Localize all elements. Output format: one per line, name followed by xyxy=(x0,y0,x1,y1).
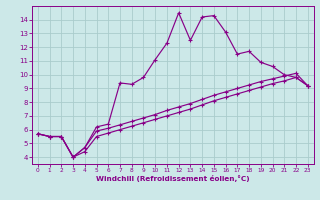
X-axis label: Windchill (Refroidissement éolien,°C): Windchill (Refroidissement éolien,°C) xyxy=(96,175,250,182)
